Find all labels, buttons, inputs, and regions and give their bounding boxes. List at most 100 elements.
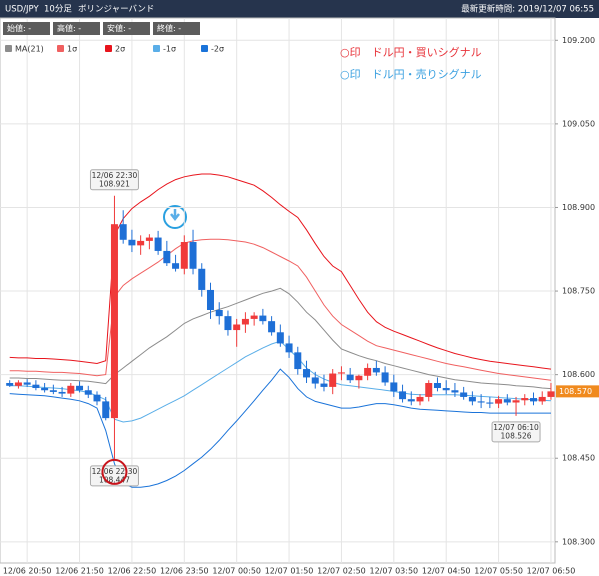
overlay-layer: 108.300 108.450 108.600 108.750 108.900 109.0… <box>3 22 599 576</box>
candle-body <box>521 398 529 401</box>
legend-label: 1σ <box>67 45 77 54</box>
candle-body <box>76 385 84 391</box>
candle-body <box>14 382 22 386</box>
sell-arrow <box>170 209 180 222</box>
info-label: 安値: - <box>107 23 131 33</box>
candle-body <box>538 396 546 402</box>
candle-body <box>442 388 450 391</box>
candle-body <box>399 391 407 400</box>
info-box <box>153 22 200 35</box>
info-label: 始値: - <box>7 23 31 33</box>
buy-signal <box>101 458 128 485</box>
legend-label: MA(21) <box>15 45 44 54</box>
band-line <box>9 368 551 488</box>
candle-body <box>49 390 57 392</box>
candle-body <box>512 400 520 403</box>
annotation-date: 12/07 06:10 <box>493 423 539 432</box>
indicator: ボリンジャーバンド <box>78 5 154 15</box>
legend-label: -2σ <box>211 45 224 54</box>
annotation-value: 108.921 <box>99 179 130 188</box>
candle-body <box>224 316 232 331</box>
x-tick-label: 12/07 06:50 <box>527 567 576 576</box>
candle-body <box>58 391 66 394</box>
x-tick-label: 12/06 23:50 <box>160 567 209 576</box>
candle-body <box>320 383 328 387</box>
candle-body <box>41 388 49 391</box>
candle-body <box>294 352 302 370</box>
info-box <box>103 22 150 35</box>
candle-body <box>110 224 118 419</box>
candle-body <box>407 399 415 402</box>
x-tick-label: 12/06 22:50 <box>108 567 157 576</box>
candle-body <box>460 392 468 397</box>
x-tick-label: 12/07 03:50 <box>369 567 418 576</box>
candle-body <box>285 343 293 353</box>
legend-swatch <box>57 45 64 52</box>
last-price-label: 108.570 <box>559 387 592 396</box>
x-tick-label: 12/07 05:50 <box>474 567 523 576</box>
legend-swatch <box>105 45 112 52</box>
candle-body <box>102 401 110 419</box>
candle-body <box>241 318 249 325</box>
y-tick-label: 109.200 <box>562 36 595 45</box>
candle-body <box>180 242 188 269</box>
plot-frame <box>0 17 556 564</box>
annotation-box <box>89 169 139 191</box>
legend-label: -1σ <box>163 45 176 54</box>
candle-body <box>163 250 171 264</box>
annotation-box <box>491 421 541 443</box>
candle-body <box>119 224 127 240</box>
candle-body <box>468 396 476 402</box>
last-price-tag <box>556 385 599 398</box>
header-bar <box>0 0 599 18</box>
legend-label: 2σ <box>115 45 125 54</box>
info-box <box>53 22 100 35</box>
y-tick-label: 109.050 <box>562 119 595 128</box>
candle-body <box>215 310 223 317</box>
y-tick-label: 108.600 <box>562 370 595 379</box>
candle-body <box>337 372 345 374</box>
candle-body <box>233 324 241 331</box>
signal-note: ○印 ドル円・売りシグナル <box>340 67 482 81</box>
candle-body <box>84 390 92 395</box>
band-line <box>9 173 552 370</box>
candle-body <box>276 332 284 344</box>
y-tick-label: 108.300 <box>562 537 595 546</box>
candle-body <box>381 372 389 383</box>
band-line <box>9 287 552 390</box>
candle-body <box>390 382 398 392</box>
annotation-value: 108.447 <box>99 475 130 484</box>
candle-body <box>346 374 354 381</box>
candle-body <box>206 289 214 311</box>
candle-body <box>268 321 276 333</box>
candle-body <box>23 382 31 385</box>
candle-body <box>145 237 153 241</box>
grid-layer <box>0 18 558 563</box>
annotation-value: 108.526 <box>501 431 532 440</box>
candle-body <box>372 367 380 373</box>
legend-swatch <box>201 45 208 52</box>
candle-body <box>355 375 363 381</box>
info-label: 高値: - <box>57 23 81 33</box>
candle-body <box>189 242 197 269</box>
sell-signal <box>163 205 187 229</box>
candle-body <box>311 377 319 384</box>
candle-body <box>32 384 40 389</box>
candle-body <box>303 369 311 378</box>
candle-body <box>172 263 180 269</box>
candle-body <box>433 383 441 389</box>
interval: 10分足 <box>44 5 72 15</box>
candle-body <box>547 391 555 397</box>
candle-body <box>6 383 14 386</box>
candle-body <box>93 394 101 402</box>
candle-body <box>530 398 537 402</box>
band-line <box>9 238 552 381</box>
y-tick-label: 108.450 <box>562 454 595 463</box>
candle-body <box>67 385 75 394</box>
legend-swatch <box>153 45 160 52</box>
marks-layer <box>6 173 555 488</box>
x-tick-label: 12/07 00:50 <box>212 567 261 576</box>
candle-body <box>416 396 424 402</box>
symbol: USD/JPY <box>5 5 39 15</box>
candle-body <box>329 373 337 387</box>
